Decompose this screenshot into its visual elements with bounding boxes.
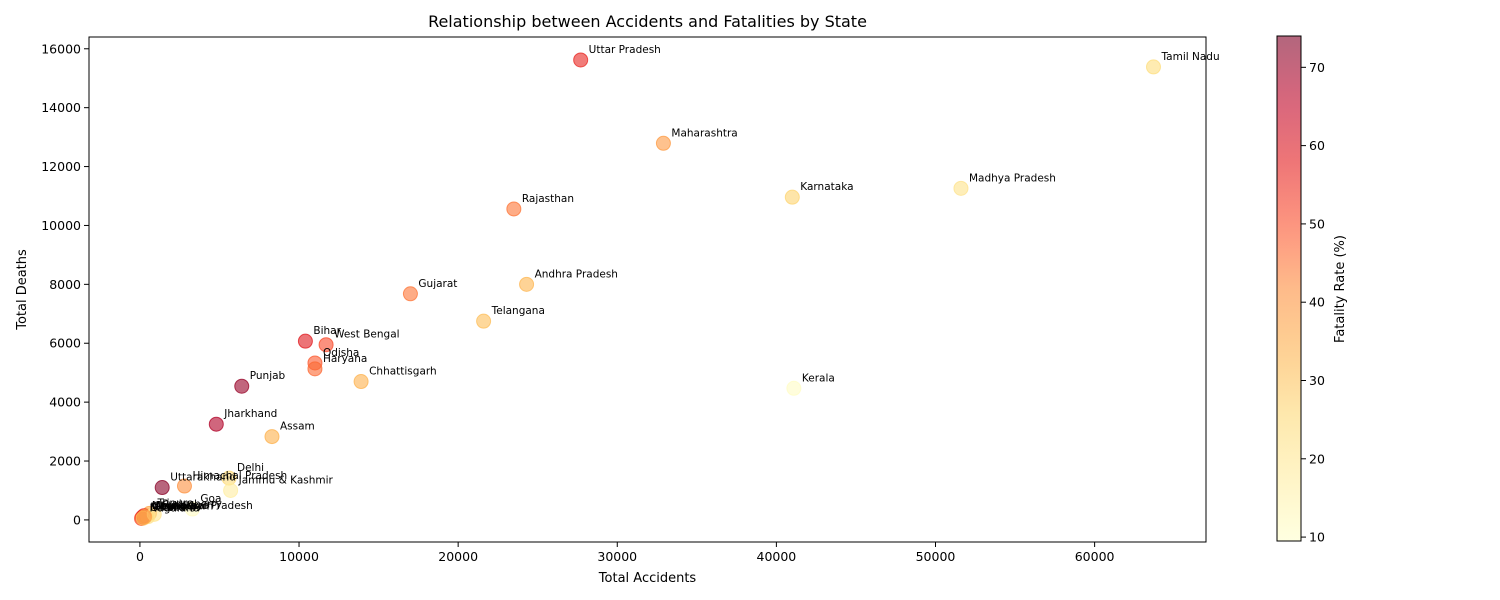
- y-axis: 0 2000 4000 6000 8000 10000 12000 14000 16000: [41, 41, 89, 527]
- y-tick-label: 2000: [49, 454, 81, 469]
- data-point: [1145, 59, 1161, 75]
- data-point-label: Tamil Nadu: [1160, 51, 1219, 63]
- data-point-label: Jharkhand: [223, 408, 277, 420]
- data-point: [519, 276, 535, 292]
- data-point-label: Karnataka: [800, 181, 853, 193]
- data-point-label: Uttarakhand: [170, 472, 236, 484]
- data-point-label: Puducherry: [162, 498, 222, 510]
- data-point: [506, 201, 522, 217]
- data-point-label: Goa: [200, 493, 221, 505]
- x-tick-label: 0: [136, 549, 144, 564]
- colorbar-gradient: [1276, 35, 1302, 542]
- data-point-label: Manipur: [156, 501, 199, 513]
- colorbar-tick-label: 10: [1309, 530, 1325, 545]
- data-point: [154, 480, 170, 496]
- points-layer: [134, 52, 1161, 526]
- y-tick-label: 8000: [49, 277, 81, 292]
- data-point-label: Madhya Pradesh: [969, 172, 1056, 184]
- data-point: [353, 374, 369, 390]
- x-axis-label: Total Accidents: [598, 571, 697, 586]
- data-point-label: Uttar Pradesh: [589, 44, 661, 56]
- data-point-label: Mizoram: [150, 501, 195, 513]
- data-point: [402, 286, 418, 302]
- y-tick-label: 4000: [49, 395, 81, 410]
- y-tick-label: 10000: [41, 218, 81, 233]
- data-point-label: Haryana: [323, 353, 367, 365]
- data-point-label: Arunachal Pradesh: [154, 500, 253, 512]
- data-point-label: Maharashtra: [671, 127, 737, 139]
- x-tick-label: 10000: [279, 549, 319, 564]
- data-point: [476, 313, 492, 329]
- data-point: [786, 380, 802, 396]
- data-point-label: Andhra Pradesh: [535, 268, 618, 280]
- y-tick-label: 14000: [41, 100, 81, 115]
- data-point-label: Meghalaya: [152, 500, 209, 512]
- data-point: [184, 501, 200, 517]
- data-point-label: Odisha: [323, 347, 359, 359]
- data-point-label: Kerala: [802, 372, 835, 384]
- data-point: [307, 361, 323, 377]
- x-axis: 0 10000 20000 30000 40000 50000 60000: [136, 542, 1115, 564]
- y-tick-label: 16000: [41, 41, 81, 56]
- data-point: [223, 482, 239, 498]
- colorbar-tick-label: 40: [1309, 295, 1325, 310]
- data-point: [137, 509, 153, 525]
- x-tick-label: 40000: [757, 549, 797, 564]
- data-point: [655, 135, 671, 151]
- colorbar-tick-label: 20: [1309, 451, 1325, 466]
- colorbar-tick-label: 70: [1309, 60, 1325, 75]
- colorbar-tick-label: 60: [1309, 138, 1325, 153]
- x-tick-label: 20000: [438, 549, 478, 564]
- x-tick-label: 60000: [1075, 549, 1115, 564]
- x-tick-label: 50000: [916, 549, 956, 564]
- y-tick-label: 6000: [49, 336, 81, 351]
- data-point-label: Nagaland: [150, 502, 200, 514]
- colorbar-label: Fatality Rate (%): [1333, 235, 1348, 343]
- data-point-label: Bihar: [313, 325, 341, 337]
- data-point-label: Sikkim: [151, 502, 186, 514]
- data-point-label: Assam: [280, 421, 315, 433]
- data-point: [208, 416, 224, 432]
- y-axis-label: Total Deaths: [15, 249, 30, 331]
- data-point: [318, 337, 334, 353]
- data-point: [784, 189, 800, 205]
- data-point-label: Rajasthan: [522, 193, 574, 205]
- data-point-label: Chandigarh: [153, 501, 214, 513]
- data-point: [953, 180, 969, 196]
- data-point-label: Chhattisgarh: [369, 366, 437, 378]
- colorbar-tick-label: 30: [1309, 373, 1325, 388]
- data-point-label: Jammu & Kashmir: [238, 474, 334, 486]
- data-point-label: Tripura: [156, 497, 193, 509]
- colorbar-ticks: 10 20 30 40 50 60 70: [1301, 60, 1325, 545]
- plot-frame: [88, 36, 1207, 543]
- y-tick-label: 12000: [41, 159, 81, 174]
- data-point-label: Telangana: [491, 305, 545, 317]
- data-point: [573, 52, 589, 68]
- x-tick-label: 30000: [597, 549, 637, 564]
- colorbar: 10 20 30 40 50 60 70 Fatality Rate (%): [1276, 35, 1348, 545]
- data-point-label: Delhi: [237, 462, 264, 474]
- point-labels-layer: Tamil Nadu Uttar Pradesh Maharashtra Madhya…: [150, 44, 1220, 514]
- data-point: [234, 378, 250, 394]
- data-point-label: Gujarat: [418, 278, 457, 290]
- colorbar-tick-label: 50: [1309, 216, 1325, 231]
- data-point-label: Himachal Pradesh: [192, 470, 287, 482]
- chart-title: Relationship between Accidents and Fatal…: [428, 12, 867, 31]
- data-point-label: Punjab: [250, 370, 286, 382]
- data-point-label: West Bengal: [334, 329, 400, 341]
- data-point: [297, 333, 313, 349]
- data-point: [176, 478, 192, 494]
- data-point: [264, 429, 280, 445]
- y-tick-label: 0: [73, 512, 81, 527]
